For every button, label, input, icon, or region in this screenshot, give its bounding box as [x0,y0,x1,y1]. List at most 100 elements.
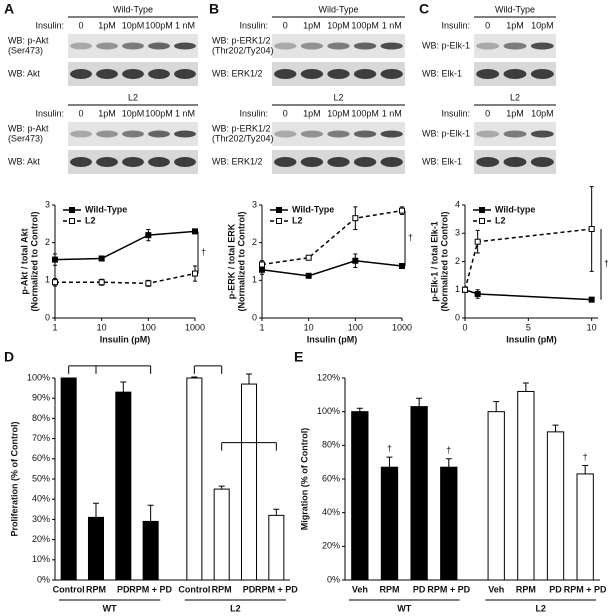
error-bar [416,397,423,407]
y-tick-label: 80% [322,440,340,450]
bar [87,516,105,581]
legend-marker [479,218,485,224]
x-tick-label: PD [549,584,562,594]
y-tick-label: 40% [322,507,340,517]
blot-band [70,130,92,138]
dose-label: 10pM [531,108,554,118]
x-tick-label: RPM [516,584,536,594]
blot-band [122,42,144,50]
blot-band [148,69,170,79]
x-tick-label: RPM + PD [129,584,172,594]
series-line [261,259,403,277]
blot-band [380,69,403,79]
x-tick-label: RPM [86,584,106,594]
blot-row-label: WB: p-ERK1/2 [212,123,271,133]
legend-marker [276,207,282,213]
legend-label: L2 [495,215,506,225]
blot-band [70,157,92,167]
bar [576,473,594,581]
y-tick-label: 40% [32,494,50,504]
y-tick-label: 0% [37,574,50,584]
x-tick-label: RPM + PD [255,584,298,594]
y-tick-label: 1 [45,275,50,285]
x-tick-label: 1000 [392,322,412,332]
blot-band [353,157,377,167]
dose-label: 1pM [506,108,524,118]
marker [474,238,481,245]
insulin-label: Insulin: [239,108,268,118]
dose-label: 100pM [351,20,379,30]
annotation: † [604,259,608,269]
insulin-label: Insulin: [441,20,470,30]
y-tick-label: 0 [455,312,460,322]
blot-row-label: WB: ERK1/2 [212,156,263,166]
blot-band [476,157,500,167]
blot-band [274,130,297,138]
x-tick-label: PD [117,584,130,594]
panel-label: E [294,349,303,365]
y-tick-label: 90% [32,393,50,403]
y-tick-label: 10% [32,554,50,564]
marker [98,279,105,286]
marker [305,272,312,279]
x-tick-label: PD [243,584,256,594]
blot-band [274,42,297,50]
legend-label: L2 [292,215,303,225]
panel-label: A [4,1,14,17]
blot-band [70,69,92,79]
dose-label: 100pM [351,108,379,118]
blot-row-label: WB: Elk-1 [422,156,462,166]
y-tick-label: 3 [45,199,50,209]
y-axis-label: Proliferation (% of Control) [9,422,19,537]
x-tick-label: PD [413,584,426,594]
x-tick-label: Veh [488,584,504,594]
series-line [464,228,592,290]
blot-row-label: (Thr202/Ty204) [212,133,274,143]
legend-marker [276,218,282,224]
legend-marker [69,218,75,224]
x-tick-label: Control [178,584,210,594]
blot-band [503,42,527,50]
blot-row-label: WB: ERK1/2 [212,68,263,78]
dose-label: 0 [485,108,490,118]
blot-band [96,130,118,138]
blot-band [503,130,527,138]
blot-title: Wild-Type [495,4,535,14]
blot-row-label: WB: Akt [8,156,41,166]
blot-row-label: WB: p-Akt [8,35,49,45]
blot-band [530,130,554,138]
error-bar [246,373,253,385]
y-tick-label: 30% [32,514,50,524]
y-tick-label: 0 [45,312,50,322]
dose-label: 0 [283,20,288,30]
x-tick-label: 100 [141,322,156,332]
legend-label: Wild-Type [292,204,334,214]
bar [142,520,159,581]
blot-band [353,69,377,79]
legend-label: Wild-type [495,204,535,214]
y-axis-label: (Normalized to Control) [439,212,449,312]
blot-title: L2 [128,92,138,102]
marker [98,255,105,262]
blot-title: L2 [510,92,520,102]
x-tick-label: 1000 [185,322,205,332]
dose-label: 100pM [145,20,173,30]
error-bar [273,508,280,516]
blot-band [353,42,377,50]
y-tick-label: 2 [45,237,50,247]
dose-label: 10pM [531,20,554,30]
y-tick-label: 4 [455,199,460,209]
y-tick-label: 60% [322,473,340,483]
blot-band [380,42,403,50]
blot-row-label: (Ser473) [8,45,43,55]
blot-band [300,69,324,79]
y-tick-label: 80% [32,413,50,423]
x-tick-label: RPM + PD [564,584,607,594]
blot-band [327,157,350,167]
annotation: † [446,445,451,455]
blot-row-label: WB: p-ERK1/2 [212,35,271,45]
blot-title: L2 [333,92,343,102]
dose-label: 0 [485,20,490,30]
blot-band [96,157,118,167]
